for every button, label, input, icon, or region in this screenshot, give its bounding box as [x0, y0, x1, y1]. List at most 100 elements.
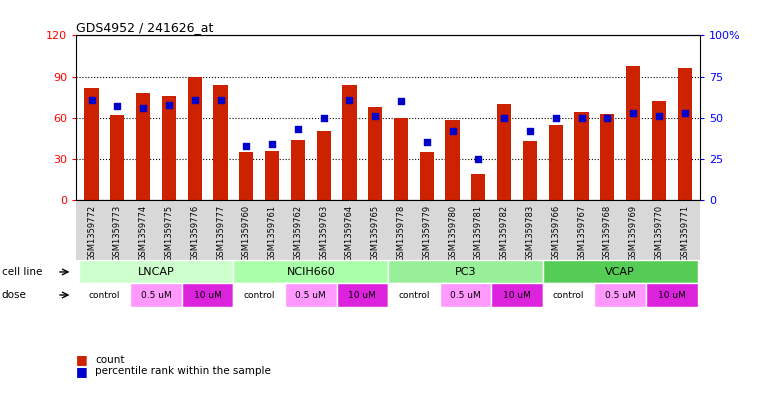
Text: control: control	[552, 290, 584, 299]
Text: GSM1359767: GSM1359767	[577, 205, 586, 261]
Text: control: control	[398, 290, 430, 299]
Bar	[130, 283, 182, 307]
Bar	[445, 120, 460, 200]
Text: GSM1359782: GSM1359782	[500, 205, 508, 261]
Bar	[265, 151, 279, 200]
Point	[601, 115, 613, 121]
Point	[85, 96, 97, 103]
Point	[317, 115, 330, 121]
Point	[447, 128, 459, 134]
Bar	[388, 261, 543, 283]
Text: GSM1359760: GSM1359760	[242, 205, 251, 261]
Text: GSM1359779: GSM1359779	[422, 205, 431, 261]
Text: 0.5 uM: 0.5 uM	[295, 290, 326, 299]
Text: GSM1359765: GSM1359765	[371, 205, 380, 261]
Bar	[677, 68, 692, 200]
Text: GDS4952 / 241626_at: GDS4952 / 241626_at	[76, 21, 214, 34]
Bar	[336, 283, 388, 307]
Bar	[646, 283, 698, 307]
Point	[549, 115, 562, 121]
Text: 0.5 uM: 0.5 uM	[141, 290, 171, 299]
Bar	[213, 85, 228, 200]
Point	[395, 98, 407, 105]
Point	[189, 96, 201, 103]
Point	[473, 156, 485, 162]
Text: GSM1359772: GSM1359772	[87, 205, 96, 261]
Point	[498, 115, 510, 121]
Text: GSM1359766: GSM1359766	[551, 205, 560, 261]
Text: GSM1359775: GSM1359775	[164, 205, 174, 261]
Text: ■: ■	[76, 353, 88, 366]
Text: GSM1359776: GSM1359776	[190, 205, 199, 261]
Point	[240, 143, 253, 149]
Text: GSM1359774: GSM1359774	[139, 205, 148, 261]
Text: 0.5 uM: 0.5 uM	[605, 290, 635, 299]
Text: 10 uM: 10 uM	[193, 290, 221, 299]
Text: GSM1359771: GSM1359771	[680, 205, 689, 261]
Bar	[497, 104, 511, 200]
Bar	[78, 283, 130, 307]
Text: 0.5 uM: 0.5 uM	[450, 290, 481, 299]
Point	[111, 103, 123, 109]
Bar	[136, 93, 150, 200]
Bar	[239, 152, 253, 200]
Point	[653, 113, 665, 119]
Text: control: control	[89, 290, 120, 299]
Bar	[188, 77, 202, 200]
Bar	[471, 174, 486, 200]
Bar	[543, 261, 698, 283]
Text: GSM1359770: GSM1359770	[654, 205, 664, 261]
Bar	[342, 85, 356, 200]
Text: percentile rank within the sample: percentile rank within the sample	[95, 366, 271, 376]
Bar	[594, 283, 646, 307]
Text: LNCAP: LNCAP	[138, 267, 174, 277]
Bar	[285, 283, 336, 307]
Bar	[78, 261, 234, 283]
Text: count: count	[95, 354, 125, 365]
Point	[343, 96, 355, 103]
Bar	[492, 283, 543, 307]
Text: GSM1359762: GSM1359762	[293, 205, 302, 261]
Text: GSM1359763: GSM1359763	[319, 205, 328, 261]
Text: 10 uM: 10 uM	[349, 290, 376, 299]
Bar	[234, 261, 388, 283]
Text: GSM1359773: GSM1359773	[113, 205, 122, 261]
Text: control: control	[244, 290, 275, 299]
Point	[679, 110, 691, 116]
Text: GSM1359778: GSM1359778	[396, 205, 406, 261]
Bar	[110, 115, 125, 200]
Text: GSM1359777: GSM1359777	[216, 205, 225, 261]
Bar	[575, 112, 588, 200]
Point	[137, 105, 149, 111]
Text: PC3: PC3	[455, 267, 476, 277]
Point	[421, 139, 433, 145]
Text: 10 uM: 10 uM	[658, 290, 686, 299]
Text: GSM1359761: GSM1359761	[268, 205, 276, 261]
Bar	[420, 152, 434, 200]
Text: GSM1359780: GSM1359780	[448, 205, 457, 261]
Point	[575, 115, 587, 121]
Bar	[84, 88, 99, 200]
Text: VCAP: VCAP	[605, 267, 635, 277]
Point	[291, 126, 304, 132]
Point	[266, 141, 279, 147]
Text: cell line: cell line	[2, 267, 42, 277]
Text: GSM1359783: GSM1359783	[525, 205, 534, 261]
Bar	[162, 96, 176, 200]
Text: GSM1359781: GSM1359781	[474, 205, 483, 261]
Bar	[600, 114, 614, 200]
Text: NCIH660: NCIH660	[286, 267, 335, 277]
Bar	[549, 125, 563, 200]
Text: GSM1359764: GSM1359764	[345, 205, 354, 261]
Text: ■: ■	[76, 365, 88, 378]
Bar	[234, 283, 285, 307]
Bar	[368, 107, 382, 200]
Text: GSM1359769: GSM1359769	[629, 205, 638, 261]
Bar	[626, 66, 640, 200]
Bar	[291, 140, 305, 200]
Point	[524, 128, 536, 134]
Bar	[523, 141, 537, 200]
Bar	[440, 283, 492, 307]
Bar	[388, 283, 440, 307]
Bar	[182, 283, 234, 307]
